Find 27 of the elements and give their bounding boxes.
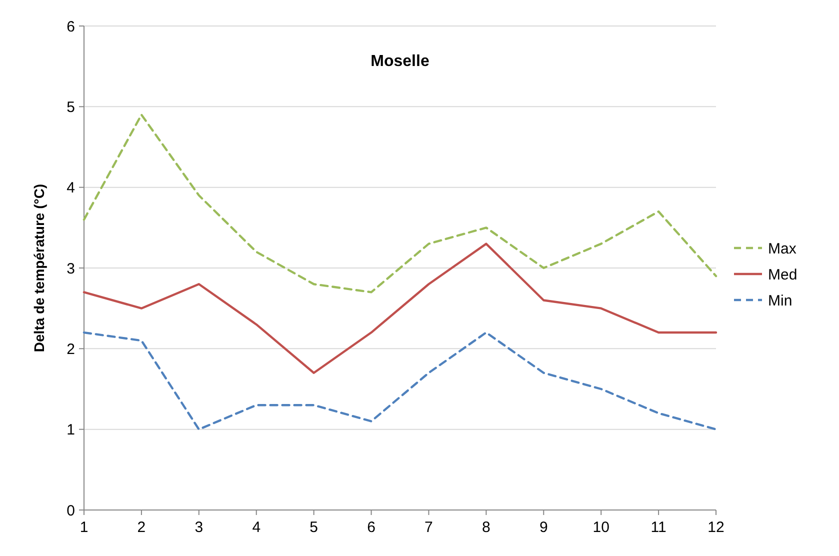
x-tick-label: 1 [80, 519, 88, 536]
text: Moselle [370, 53, 430, 70]
x-tick-label: 7 [424, 519, 433, 536]
y-tick-label: 3 [66, 260, 75, 278]
y-axis-title: Delta de température (°C) [31, 184, 47, 352]
y-tick-label: 1 [66, 422, 75, 439]
x-tick-label: 10 [592, 519, 610, 536]
x-tick-label: 4 [252, 519, 261, 536]
y-tick-label: 4 [66, 180, 75, 197]
line-series [82, 114, 718, 294]
line-series [82, 331, 718, 430]
x-tick-label: 12 [708, 519, 724, 536]
x-tick-label: 11 [650, 519, 666, 536]
line-series [82, 242, 718, 374]
legend-label: Max [768, 240, 797, 258]
y-tick-label: 5 [66, 98, 75, 116]
x-tick-label: 3 [194, 519, 204, 536]
x-tick-label: 6 [367, 519, 376, 536]
y-tick-label: 0 [66, 502, 75, 520]
x-tick-label: 8 [482, 519, 490, 536]
legend-label: Min [768, 292, 792, 310]
x-tick-label: 5 [310, 519, 318, 536]
x-tick-label: 2 [137, 519, 146, 536]
legend-label: Med [768, 266, 798, 284]
y-tick-label: 6 [66, 18, 75, 36]
y-tick-label: 2 [66, 340, 75, 358]
x-tick-label: 9 [539, 519, 548, 536]
